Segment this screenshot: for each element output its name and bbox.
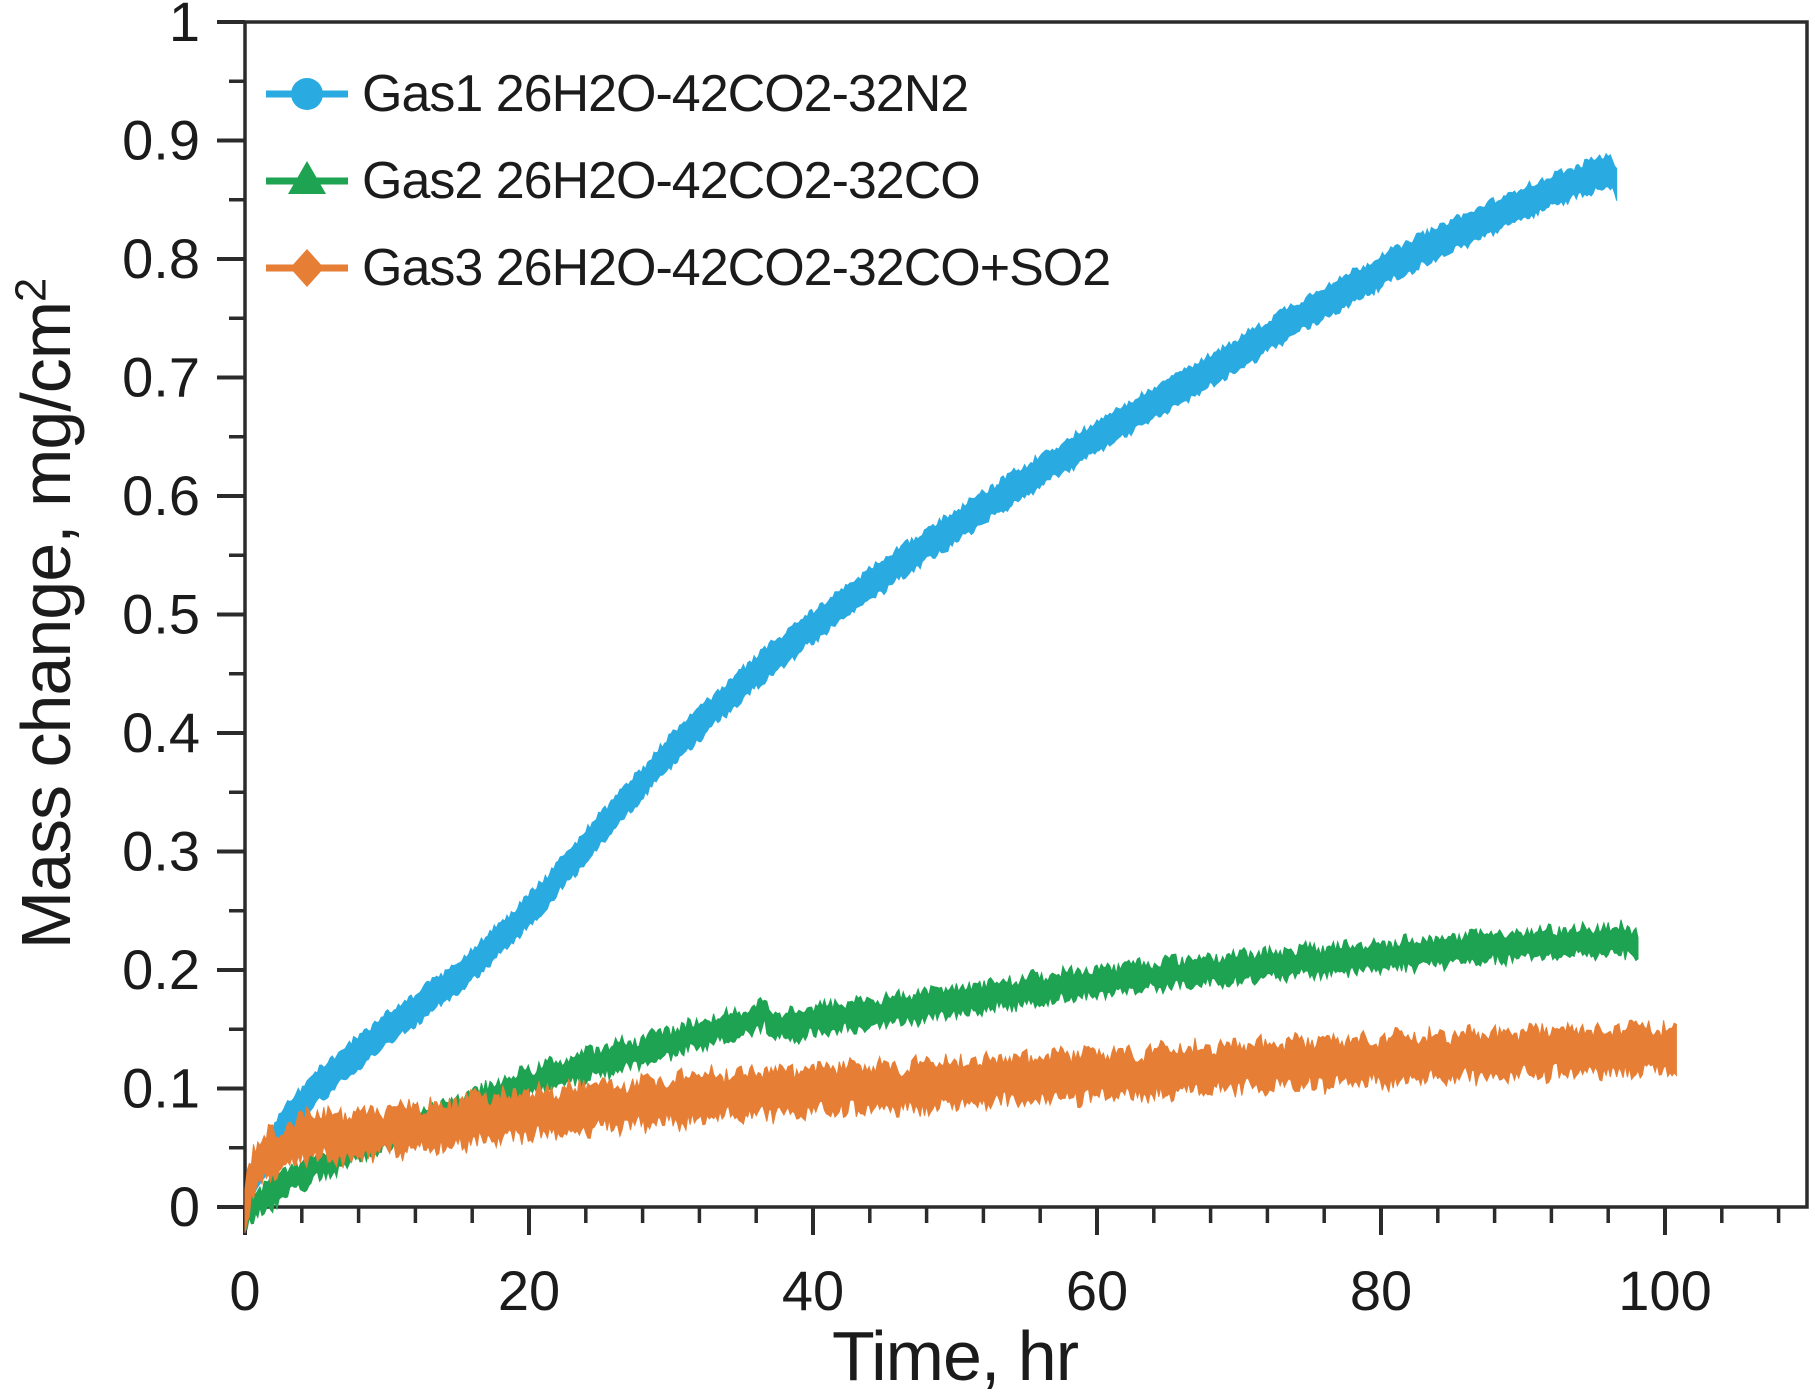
y-axis-title: Mass change, mg/cm2 [7,278,85,950]
svg-text:0.7: 0.7 [122,346,200,409]
svg-text:0.4: 0.4 [122,701,200,764]
legend-item-gas2: Gas2 26H2O-42CO2-32CO [262,137,1110,224]
svg-text:0.5: 0.5 [122,583,200,646]
chart-legend: Gas1 26H2O-42CO2-32N2 Gas2 26H2O-42CO2-3… [262,50,1111,311]
svg-text:0.9: 0.9 [122,109,200,172]
svg-text:1: 1 [169,0,200,53]
svg-text:0.6: 0.6 [122,464,200,527]
legend-item-gas1: Gas1 26H2O-42CO2-32N2 [262,50,1110,137]
legend-label-gas1: Gas1 26H2O-42CO2-32N2 [362,64,969,123]
svg-text:0.1: 0.1 [122,1057,200,1120]
legend-item-gas3: Gas3 26H2O-42CO2-32CO+SO2 [262,224,1111,311]
svg-text:40: 40 [782,1259,844,1322]
gas2-triangle-marker-icon [266,160,348,194]
x-axis-title: Time, hr [831,1317,1079,1395]
gas3-diamond-marker-icon [266,248,348,287]
svg-text:60: 60 [1066,1259,1128,1322]
legend-label-gas2: Gas2 26H2O-42CO2-32CO [362,151,981,210]
gas1-circle-marker-icon [266,77,348,110]
svg-text:0: 0 [229,1259,260,1322]
svg-text:0.2: 0.2 [122,938,200,1001]
legend-label-gas3: Gas3 26H2O-42CO2-32CO+SO2 [362,238,1111,297]
svg-text:100: 100 [1618,1259,1711,1322]
svg-text:0.8: 0.8 [122,227,200,290]
svg-text:80: 80 [1350,1259,1412,1322]
svg-text:0.3: 0.3 [122,820,200,883]
svg-text:20: 20 [498,1259,560,1322]
svg-text:0: 0 [169,1175,200,1238]
